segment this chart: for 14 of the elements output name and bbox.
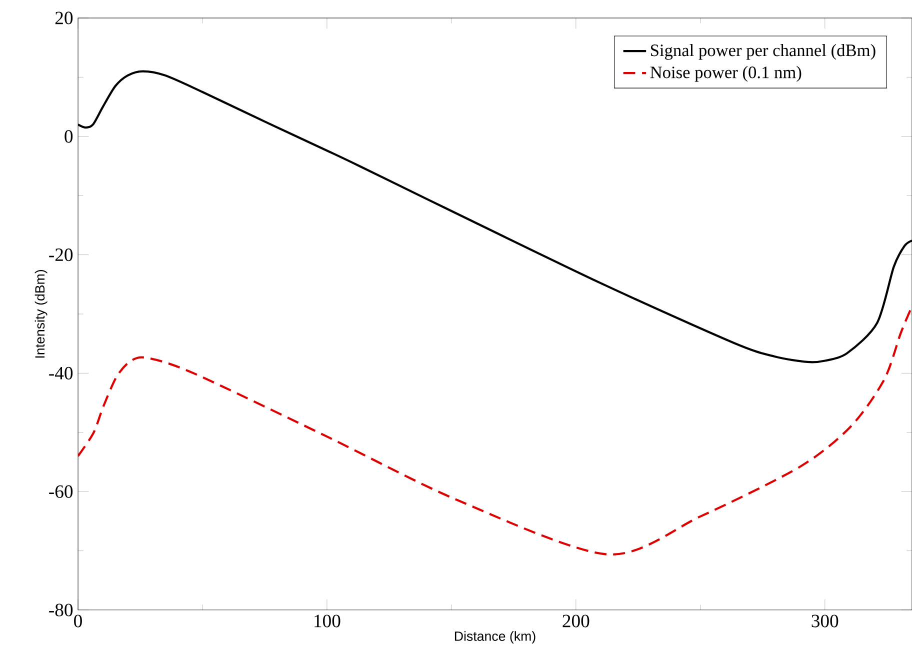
legend-label: Signal power per channel (dBm) [650,44,876,60]
legend-label: Noise power (0.1 nm) [650,66,802,82]
y-tick-label: -60 [49,485,73,498]
x-tick-label: 300 [812,614,838,628]
x-axis-title: Distance (km) [454,631,536,644]
x-tick-label: 0 [74,614,82,628]
y-tick-label: 20 [55,12,73,24]
y-axis-title: Intensity (dBm) [34,270,48,358]
y-tick-label: 0 [64,130,73,143]
y-tick-label: -20 [49,248,73,262]
y-tick-label: -80 [49,604,73,616]
x-tick-label: 200 [562,614,590,628]
x-tick-label: 100 [314,614,340,628]
y-tick-label: -40 [49,366,73,380]
